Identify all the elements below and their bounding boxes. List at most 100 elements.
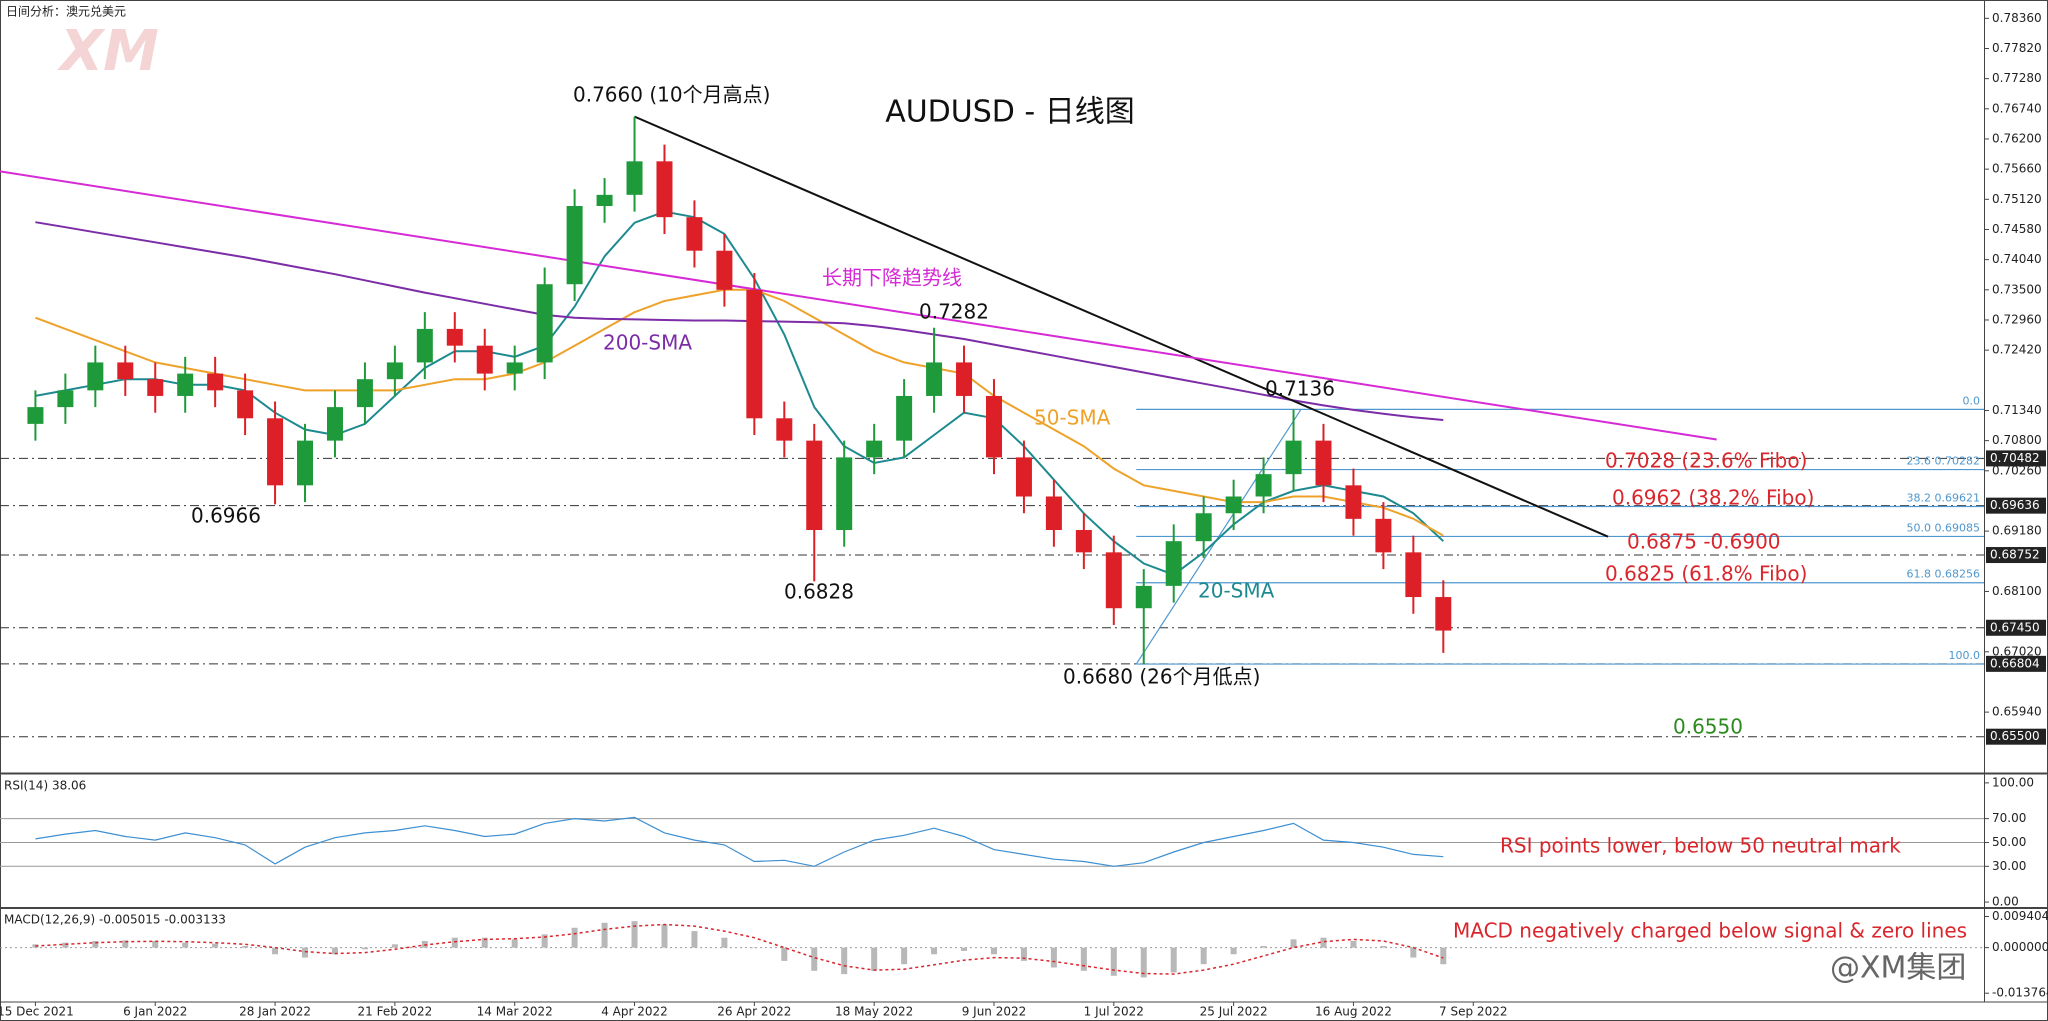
macd-bar [302, 947, 309, 958]
candle-body [476, 345, 493, 374]
macd-bar [990, 947, 997, 955]
candle-body [207, 373, 224, 391]
candle-body [1045, 496, 1062, 531]
candle-body [896, 395, 913, 441]
y-tick-label: 0.77820 [1992, 41, 2042, 55]
macd-bar [62, 942, 69, 948]
macd-bar [1350, 941, 1357, 948]
chart-title: AUDUSD - 日线图 [885, 95, 1135, 130]
candle-body [416, 328, 433, 363]
macd-bar [361, 947, 368, 950]
rsi-line [35, 816, 1444, 867]
series-label: 200-SMA [603, 331, 692, 355]
candle-body [1225, 496, 1242, 514]
candle-body [536, 284, 553, 363]
y-tick-label: 0.76200 [1992, 131, 2042, 145]
trend-line [634, 115, 1609, 538]
candle-body [267, 418, 284, 486]
macd-bar [541, 934, 548, 948]
y-tick-label: 0.74580 [1992, 222, 2042, 236]
fibo-label: 23.6 0.70282 [1907, 455, 1980, 468]
x-tick-label: 4 Apr 2022 [601, 1005, 668, 1019]
candle-body [1015, 457, 1032, 497]
candle-body [87, 362, 104, 391]
macd-bar [182, 942, 189, 948]
macd-bar [931, 947, 938, 955]
candle-body [237, 390, 254, 419]
watermark: @XM集团 [1830, 951, 1966, 986]
trend-line [0, 170, 1717, 441]
x-tick-label: 15 Dec 2021 [0, 1005, 74, 1019]
level-box [1986, 547, 2046, 564]
macd-bar [691, 931, 698, 948]
macd-bar [1230, 947, 1237, 955]
macd-bar [661, 924, 668, 948]
candle-body [297, 440, 314, 486]
level-box [1986, 450, 2046, 467]
macd-bar [781, 947, 788, 961]
level-label: 0.70482 [1990, 451, 2040, 465]
y-tick-label: 30.00 [1992, 859, 2026, 873]
macd-bar [571, 927, 578, 948]
candle-body [866, 440, 883, 458]
candle-body [1435, 597, 1452, 631]
y-tick-label: 0.00 [1992, 895, 2019, 909]
macd-bar [871, 947, 878, 971]
annotation: 0.7660 (10个月高点) [573, 83, 770, 107]
annotation: MACD negatively charged below signal & z… [1453, 919, 1967, 943]
fibo-label: 0.0 [1963, 394, 1981, 407]
y-tick-label: 0.65940 [1992, 705, 2042, 719]
sma-line [35, 221, 1444, 421]
x-tick-label: 25 Jul 2022 [1200, 1005, 1268, 1019]
price-panel: 0.78360 0.77820 0.77280 0.76740 0.76200 0.756… [0, 11, 2046, 745]
rsi-panel: 100.00 70.00 50.00 30.00 0.00 [0, 775, 2034, 909]
candle-body [1075, 530, 1092, 553]
macd-bar [1260, 945, 1267, 948]
macd-bar [92, 941, 99, 948]
x-tick-label: 18 May 2022 [835, 1005, 913, 1019]
candle-body [776, 418, 793, 441]
candle-body [1405, 552, 1422, 598]
y-tick-label: 0.75120 [1992, 192, 2042, 206]
level-label: 0.67450 [1990, 620, 2040, 634]
candle-body [1345, 485, 1362, 519]
macd-bar [1140, 947, 1147, 978]
macd-bar [122, 940, 129, 948]
x-tick-label: 6 Jan 2022 [123, 1005, 187, 1019]
macd-bar [451, 937, 458, 948]
macd-bar [212, 943, 219, 948]
annotation: 0.6875 -0.6900 [1627, 530, 1781, 554]
y-tick-label: 0.75660 [1992, 162, 2042, 176]
candle-body [956, 362, 973, 396]
level-box [1986, 619, 2046, 636]
annotation: 0.6962 (38.2% Fibo) [1612, 486, 1814, 510]
candle-body [836, 457, 853, 531]
candle-body [117, 362, 134, 380]
x-tick-label: 21 Feb 2022 [358, 1005, 433, 1019]
panel-title: RSI(14) 38.06 [4, 779, 86, 793]
y-tick-label: 0.73500 [1992, 282, 2042, 296]
level-box [1986, 655, 2046, 672]
macd-bar [391, 944, 398, 948]
macd-bar [1080, 947, 1087, 971]
macd-bar [481, 937, 488, 948]
candle-body [1105, 552, 1122, 609]
annotation: 0.7028 (23.6% Fibo) [1605, 449, 1807, 473]
candle-body [1195, 513, 1212, 542]
candle-body [716, 250, 733, 290]
candle-body [1375, 518, 1392, 553]
macd-bar [511, 939, 518, 948]
y-tick-label: 50.00 [1992, 835, 2026, 849]
logo: XM [57, 19, 159, 84]
y-tick-label: 0.71340 [1992, 403, 2042, 417]
y-tick-label: 0.68100 [1992, 584, 2042, 598]
macd-bar [152, 941, 159, 948]
candle-body [506, 362, 523, 374]
candle-body [446, 328, 463, 346]
sma-line [35, 288, 1444, 537]
macd-bar [631, 921, 638, 948]
macd-bar [1320, 937, 1327, 948]
fibo-label: 100.0 [1949, 649, 1981, 662]
y-tick-label: 0.009404 [1992, 909, 2048, 923]
